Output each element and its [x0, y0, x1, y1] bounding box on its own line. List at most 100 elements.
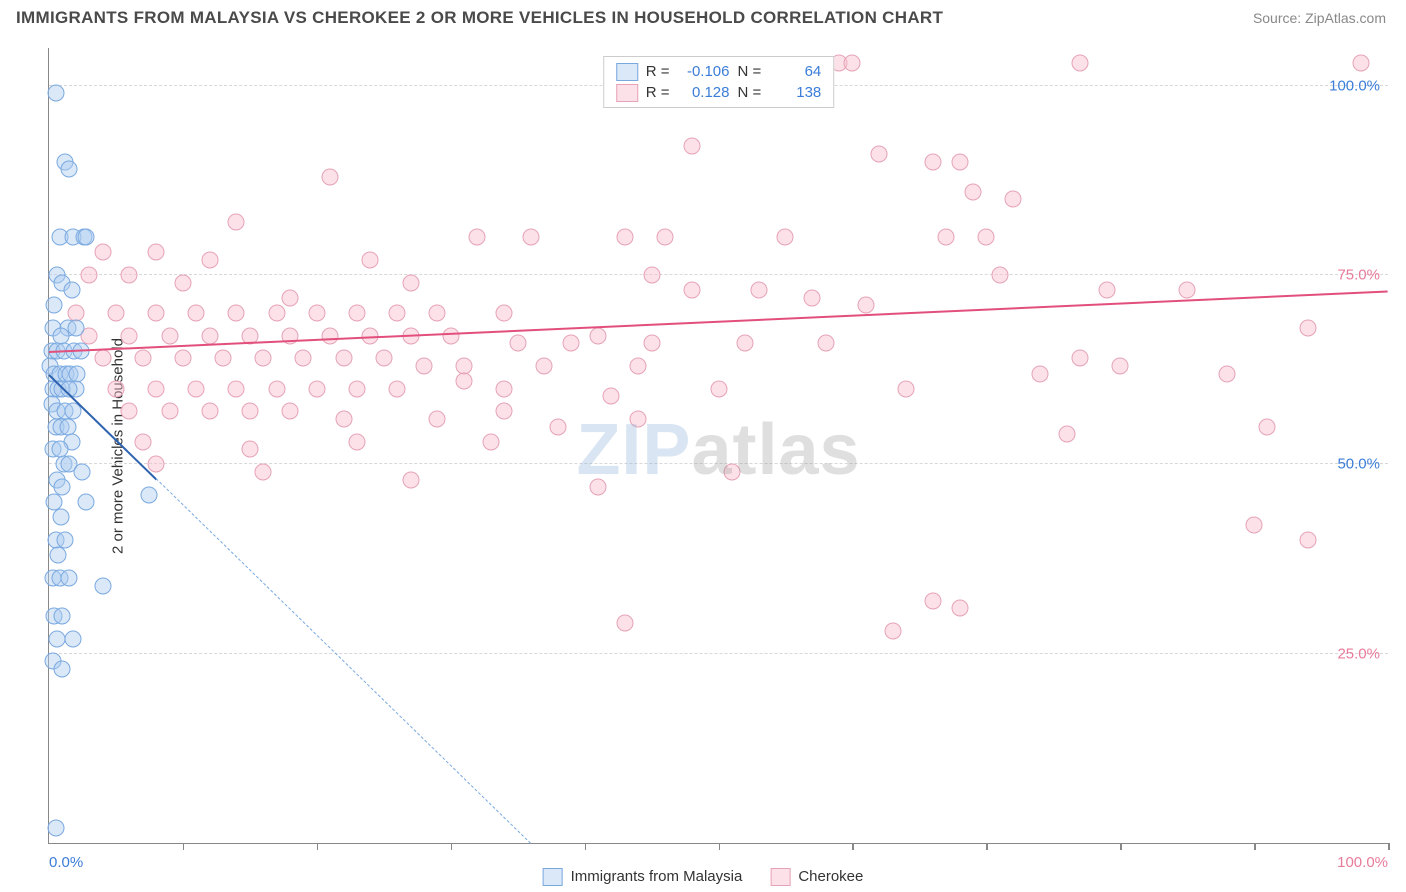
legend-label-cherokee: Cherokee: [798, 868, 863, 885]
correlation-legend: R = -0.106 N = 64 R = 0.128 N = 138: [603, 56, 835, 108]
data-point: [643, 335, 660, 352]
data-point: [348, 305, 365, 322]
data-point: [737, 335, 754, 352]
data-point: [1058, 426, 1075, 443]
data-point: [53, 509, 70, 526]
legend-swatch-cherokee: [616, 84, 638, 102]
data-point: [121, 327, 138, 344]
data-point: [228, 380, 245, 397]
data-point: [148, 244, 165, 261]
x-tick: [719, 843, 721, 850]
data-point: [884, 623, 901, 640]
data-point: [201, 252, 218, 269]
x-tick: [1120, 843, 1122, 850]
data-point: [228, 305, 245, 322]
data-point: [148, 456, 165, 473]
data-point: [469, 229, 486, 246]
data-point: [429, 411, 446, 428]
data-point: [362, 252, 379, 269]
data-point: [134, 350, 151, 367]
data-point: [47, 85, 64, 102]
data-point: [1246, 517, 1263, 534]
data-point: [951, 153, 968, 170]
x-axis-min-label: 0.0%: [49, 854, 83, 871]
data-point: [1219, 365, 1236, 382]
data-point: [54, 607, 71, 624]
data-point: [804, 289, 821, 306]
data-point: [389, 380, 406, 397]
data-point: [141, 486, 158, 503]
data-point: [402, 471, 419, 488]
data-point: [67, 320, 84, 337]
data-point: [777, 229, 794, 246]
r-label: R =: [646, 61, 670, 82]
legend-item-malaysia: Immigrants from Malaysia: [543, 868, 743, 886]
data-point: [1299, 532, 1316, 549]
data-point: [630, 358, 647, 375]
data-point: [282, 403, 299, 420]
data-point: [322, 327, 339, 344]
data-point: [978, 229, 995, 246]
data-point: [268, 380, 285, 397]
x-axis-max-label: 100.0%: [1337, 854, 1388, 871]
data-point: [817, 335, 834, 352]
data-point: [74, 464, 91, 481]
x-tick: [852, 843, 854, 850]
data-point: [857, 297, 874, 314]
x-tick: [317, 843, 319, 850]
y-tick-label: 100.0%: [1329, 77, 1380, 94]
data-point: [174, 274, 191, 291]
watermark-part2: atlas: [691, 410, 860, 490]
data-point: [523, 229, 540, 246]
data-point: [1072, 350, 1089, 367]
data-point: [1031, 365, 1048, 382]
data-point: [241, 441, 258, 458]
data-point: [496, 305, 513, 322]
data-point: [924, 153, 941, 170]
data-point: [563, 335, 580, 352]
data-point: [201, 403, 218, 420]
gridline: [49, 463, 1388, 464]
data-point: [964, 183, 981, 200]
data-point: [630, 411, 647, 428]
x-tick: [183, 843, 185, 850]
data-point: [121, 403, 138, 420]
data-point: [282, 289, 299, 306]
data-point: [844, 55, 861, 72]
data-point: [161, 403, 178, 420]
legend-swatch-icon: [770, 868, 790, 886]
data-point: [616, 615, 633, 632]
gridline: [49, 653, 1388, 654]
series-legend: Immigrants from Malaysia Cherokee: [543, 868, 864, 886]
data-point: [78, 229, 95, 246]
data-point: [107, 305, 124, 322]
data-point: [47, 819, 64, 836]
data-point: [107, 380, 124, 397]
data-point: [188, 305, 205, 322]
data-point: [63, 282, 80, 299]
x-tick: [585, 843, 587, 850]
data-point: [509, 335, 526, 352]
data-point: [871, 146, 888, 163]
x-tick: [1254, 843, 1256, 850]
data-point: [295, 350, 312, 367]
chart-container: 2 or more Vehicles in Household ZIPatlas…: [0, 40, 1406, 852]
trend-line: [156, 478, 532, 844]
n-value-malaysia: 64: [769, 61, 821, 82]
data-point: [1179, 282, 1196, 299]
data-point: [616, 229, 633, 246]
data-point: [1259, 418, 1276, 435]
y-tick-label: 50.0%: [1337, 456, 1380, 473]
data-point: [78, 494, 95, 511]
data-point: [938, 229, 955, 246]
data-point: [255, 464, 272, 481]
chart-title: IMMIGRANTS FROM MALAYSIA VS CHEROKEE 2 O…: [16, 8, 943, 28]
data-point: [268, 305, 285, 322]
data-point: [389, 305, 406, 322]
data-point: [61, 161, 78, 178]
source-label: Source: ZipAtlas.com: [1253, 10, 1386, 26]
data-point: [94, 577, 111, 594]
plot-area: ZIPatlas R = -0.106 N = 64 R = 0.128 N =…: [48, 48, 1388, 844]
data-point: [335, 350, 352, 367]
data-point: [161, 327, 178, 344]
